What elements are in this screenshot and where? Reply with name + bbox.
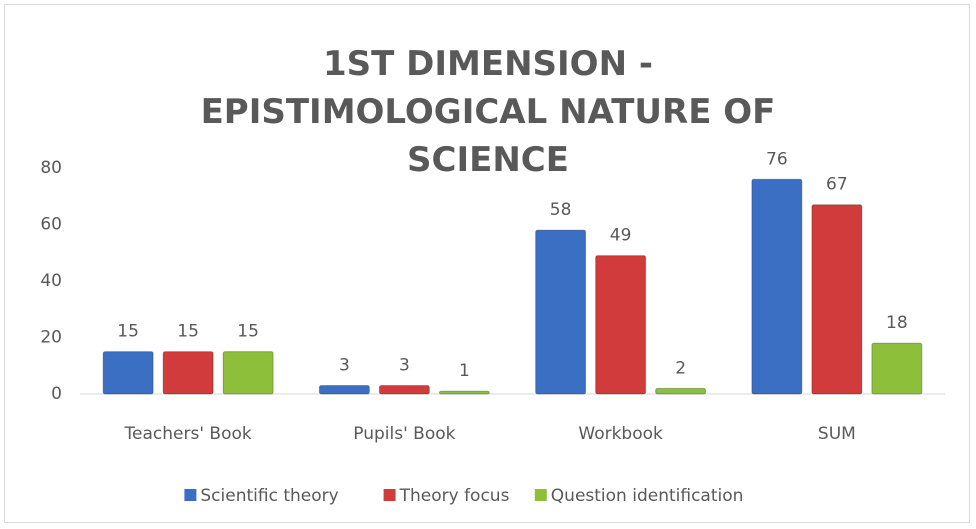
x-tick-label: Workbook [578, 424, 663, 444]
bar [871, 342, 923, 395]
y-tick-label: 20 [40, 328, 62, 348]
legend-swatch [184, 489, 197, 501]
bar [811, 204, 863, 395]
legend-label: Question identification [551, 486, 744, 506]
bar [162, 351, 214, 395]
chart-title: 1ST DIMENSION - EPISTIMOLOGICAL NATURE O… [200, 44, 776, 180]
y-tick-label: 40 [40, 271, 62, 291]
y-tick-label: 80 [40, 158, 62, 178]
data-label: 76 [766, 149, 788, 169]
x-tick-label: SUM [818, 424, 856, 444]
data-label: 2 [675, 358, 686, 378]
legend-label: Theory focus [399, 486, 510, 506]
bar [378, 385, 430, 395]
legend-label: Scientific theory [200, 486, 338, 506]
data-label: 1 [459, 361, 470, 381]
bar [222, 351, 274, 395]
data-label: 15 [117, 322, 139, 342]
chart-frame [4, 4, 970, 523]
x-tick-label: Teachers' Book [124, 424, 252, 444]
data-label: 18 [886, 313, 908, 333]
legend-swatch [534, 489, 547, 501]
bar [318, 385, 370, 395]
bar [595, 255, 647, 395]
data-label: 15 [237, 322, 259, 342]
bar [535, 229, 587, 395]
data-label: 3 [399, 356, 410, 376]
legend-swatch [383, 489, 396, 501]
bar [655, 387, 707, 395]
bar [102, 351, 154, 395]
data-label: 49 [610, 226, 632, 246]
data-label: 67 [826, 175, 848, 195]
bar [438, 390, 490, 395]
y-tick-label: 60 [40, 215, 62, 235]
x-tick-label: Pupils' Book [353, 424, 455, 444]
data-label: 15 [177, 322, 199, 342]
data-label: 3 [339, 356, 350, 376]
y-tick-label: 0 [51, 384, 62, 404]
bar [751, 178, 803, 395]
data-label: 58 [550, 200, 572, 220]
